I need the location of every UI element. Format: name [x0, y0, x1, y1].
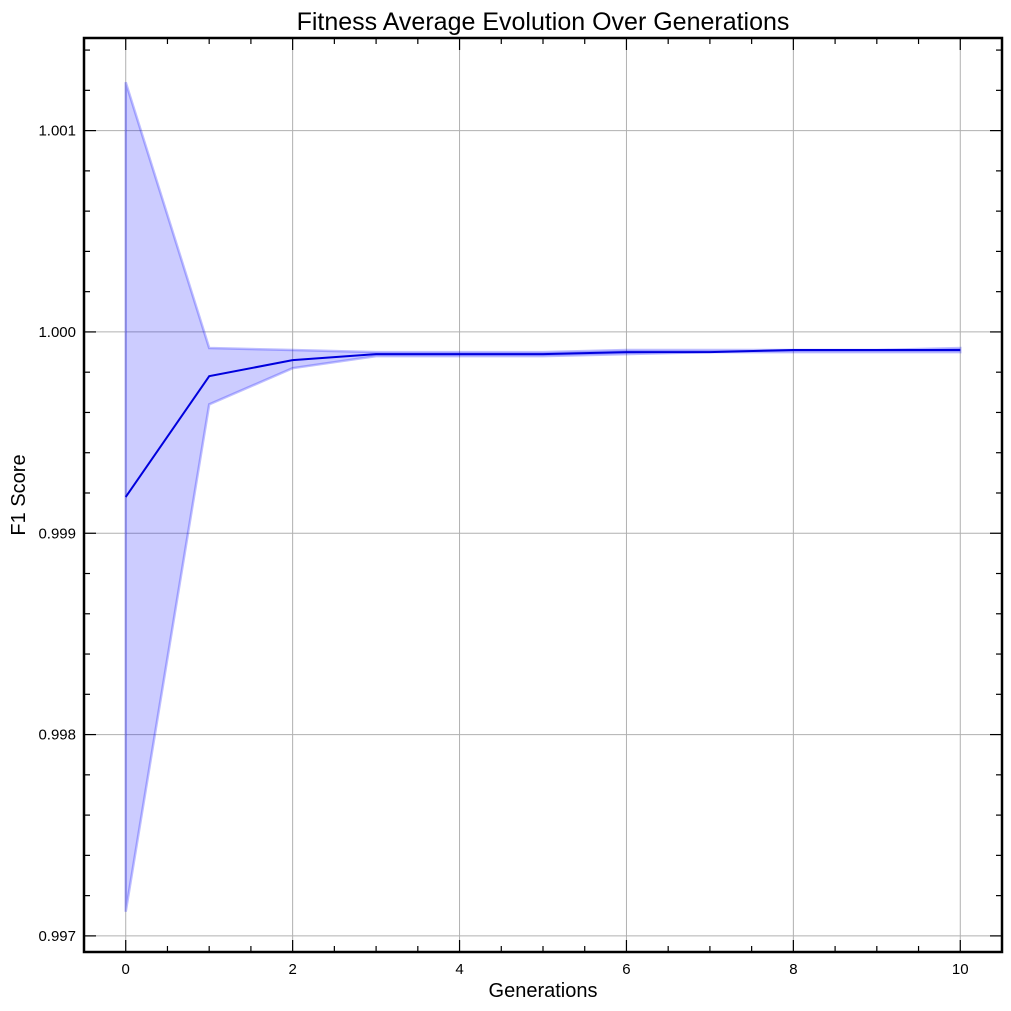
- grid: [84, 38, 1002, 952]
- chart-title: Fitness Average Evolution Over Generatio…: [297, 8, 790, 36]
- y-tick-label: 0.999: [38, 525, 76, 542]
- x-tick-label: 4: [455, 961, 463, 978]
- x-tick-label: 0: [122, 961, 130, 978]
- y-tick-label: 1.001: [38, 123, 76, 140]
- tick-labels: 0 2 4 6 8 10 0.997 0.998 0.999 1.000 1.001: [38, 123, 968, 978]
- x-tick-label: 6: [622, 961, 630, 978]
- y-tick-label: 0.997: [38, 928, 76, 945]
- x-tick-label: 8: [789, 961, 797, 978]
- confidence-band: [124, 81, 962, 912]
- plot-frame: [82, 36, 1004, 954]
- y-axis-label: F1 Score: [8, 454, 30, 535]
- x-tick-label: 10: [952, 961, 969, 978]
- y-tick-label: 0.998: [38, 727, 76, 744]
- y-tick-label: 1.000: [38, 324, 76, 341]
- ticks: [83, 38, 1003, 952]
- x-axis-label: Generations: [489, 980, 598, 1002]
- x-tick-label: 2: [288, 961, 296, 978]
